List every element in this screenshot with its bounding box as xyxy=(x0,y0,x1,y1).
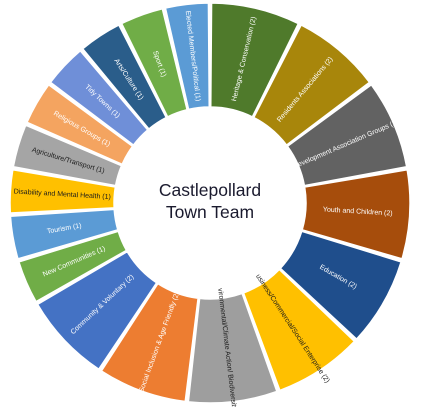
segment-education xyxy=(279,230,403,341)
segment-tourism xyxy=(9,208,119,260)
segment-youth-and-children xyxy=(301,168,411,260)
segment-disability-and-mental-health xyxy=(9,168,117,214)
segment-arts-culture xyxy=(81,23,168,131)
segment-social-inclusion-age-friendly xyxy=(100,282,199,403)
segment-agriculture-transport xyxy=(12,124,123,187)
segment-development-association-groups xyxy=(286,83,408,187)
segment-community-voluntary xyxy=(36,250,158,371)
segment-heritage-conservation xyxy=(209,2,300,118)
segments-layer xyxy=(9,2,411,404)
segment-label-youth-and-children: Youth and Children (2) xyxy=(323,206,393,217)
segment-religious-groups xyxy=(25,83,134,166)
segment-business-commercial-social-enterprise xyxy=(242,268,356,392)
segment-new-communities xyxy=(17,230,128,303)
segment-environmental-climate-action-biodiversity xyxy=(187,292,278,404)
center-title-line1: Castlepollard xyxy=(159,180,261,200)
segment-tidy-towns xyxy=(49,49,149,147)
segment-sport xyxy=(120,7,189,118)
segment-elected-members-political xyxy=(164,2,211,111)
segment-residents-associations xyxy=(252,23,371,147)
center-circle xyxy=(124,117,296,289)
center-title-line2: Town Team xyxy=(166,202,254,222)
